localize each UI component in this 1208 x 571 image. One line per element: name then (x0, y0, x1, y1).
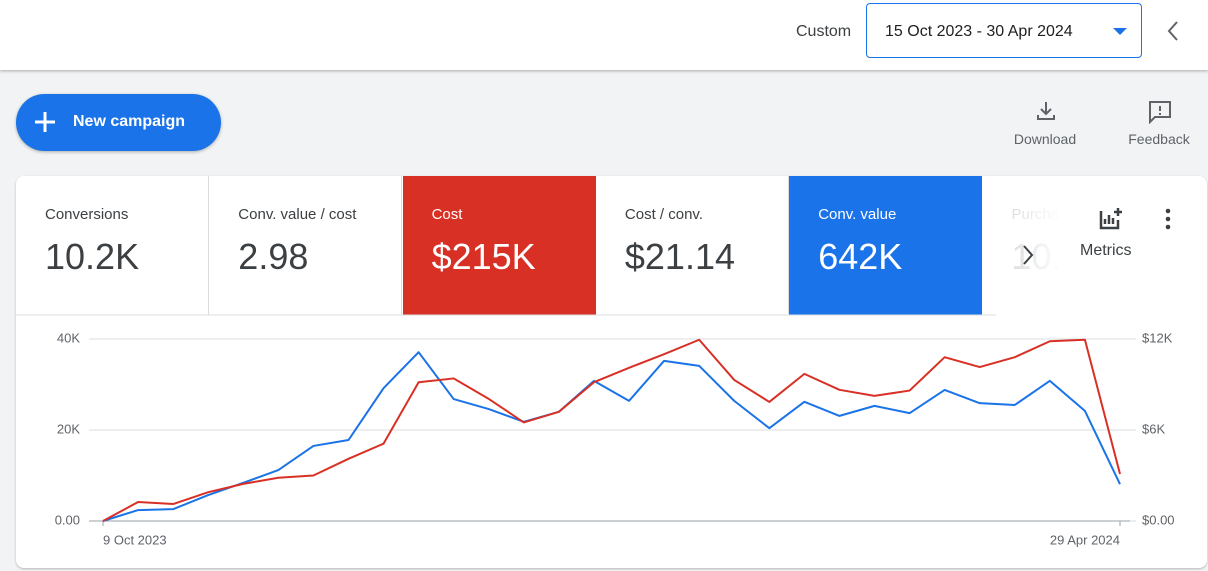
overflow-fade (996, 176, 1106, 315)
scroll-chevron[interactable] (1020, 244, 1036, 266)
download-icon[interactable] (1035, 100, 1057, 122)
metrics-button-label[interactable]: Metrics (1080, 242, 1132, 259)
metric-label: Conv. value (818, 206, 897, 223)
feedback-label[interactable]: Feedback (1128, 131, 1190, 147)
feedback-icon[interactable] (1147, 99, 1173, 125)
metrics-icon[interactable] (1098, 206, 1124, 232)
metric-tile[interactable]: Cost $215K (402, 176, 596, 315)
metric-label: Cost (431, 206, 463, 223)
metric-label: Conversions (45, 206, 129, 223)
new-campaign-button[interactable]: New campaign (16, 94, 221, 151)
metric-value: 10.2K (45, 236, 140, 277)
metric-tile[interactable]: Conv. value 642K (789, 176, 983, 315)
metric-value: $215K (431, 236, 536, 277)
new-campaign-label: New campaign (73, 113, 186, 130)
metric-tile[interactable]: Conv. value / cost 2.98 (209, 176, 403, 315)
metric-tile[interactable]: Cost / conv. $21.14 (596, 176, 789, 315)
more-menu[interactable] (1162, 207, 1174, 231)
back-chevron[interactable] (1165, 20, 1181, 42)
date-dropdown[interactable]: 15 Oct 2023 - 30 Apr 2024 (866, 3, 1142, 58)
metric-label: Conv. value / cost (238, 206, 357, 223)
metric-value: 642K (818, 236, 903, 277)
plus-icon (35, 112, 55, 132)
date-range: 15 Oct 2023 - 30 Apr 2024 (885, 23, 1073, 40)
metric-label: Cost / conv. (624, 206, 703, 223)
download-label[interactable]: Download (1013, 131, 1077, 147)
top-bar: Custom 15 Oct 2023 - 30 Apr 2024 (0, 0, 1208, 70)
metric-value: 2.98 (238, 236, 309, 277)
date-label: Custom (796, 23, 852, 40)
dropdown-arrow (1113, 28, 1127, 35)
metric-value: $21.14 (624, 236, 735, 277)
metric-tile[interactable]: Conversions 10.2K (16, 176, 209, 315)
